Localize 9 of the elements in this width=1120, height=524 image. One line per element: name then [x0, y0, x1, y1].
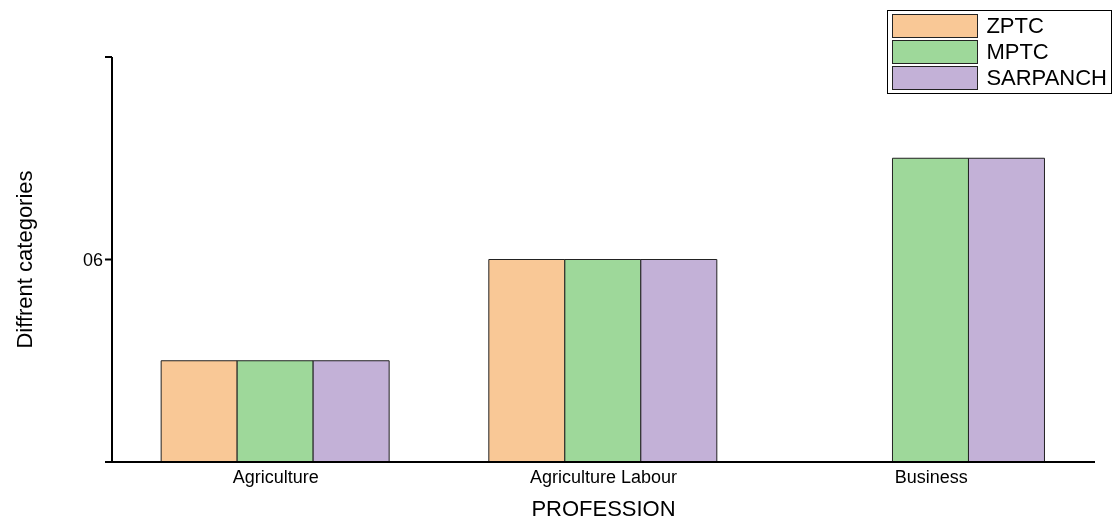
legend-label: ZPTC [986, 13, 1044, 39]
y-axis-title: Diffrent categories [11, 170, 37, 349]
x-tick-label: Agriculture [232, 466, 319, 487]
x-axis-title: PROFESSION [531, 496, 676, 521]
x-tick-label: Business [894, 466, 968, 487]
legend-label: MPTC [986, 39, 1049, 65]
y-tick-label: 06 [82, 249, 103, 270]
x-tick-label: Agriculture Labour [529, 466, 678, 487]
legend-label: SARPANCH [986, 65, 1107, 91]
